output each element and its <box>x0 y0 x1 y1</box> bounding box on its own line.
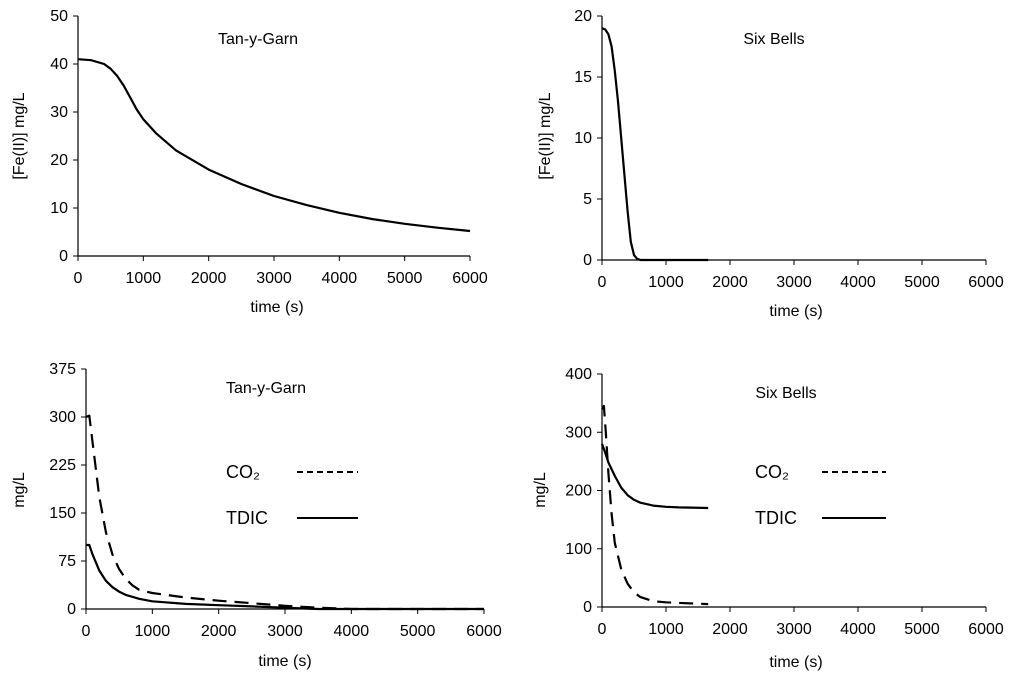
x-tick-label: 6000 <box>452 270 488 287</box>
y-tick-label: 10 <box>50 200 68 217</box>
x-tick-label: 0 <box>598 621 607 638</box>
y-axis-label: mg/L <box>11 472 28 508</box>
x-tick-label: 1000 <box>648 274 684 291</box>
x-tick-label: 2000 <box>201 623 237 640</box>
y-tick-label: 5 <box>583 191 592 208</box>
y-tick-label: 150 <box>49 505 76 522</box>
x-tick-label: 4000 <box>840 274 876 291</box>
x-tick-label: 0 <box>74 270 83 287</box>
y-tick-label: 0 <box>59 248 68 265</box>
y-tick-label: 0 <box>583 599 592 616</box>
x-tick-label: 4000 <box>334 623 370 640</box>
x-axis-label: time (s) <box>258 653 311 670</box>
series-line-tdic <box>600 443 709 510</box>
y-axis-label: [Fe(II)] mg/L <box>11 92 28 179</box>
x-axis-label: time (s) <box>250 299 303 316</box>
y-tick-label: 100 <box>565 541 592 558</box>
panel-six-bells-carbon: Six Bells mg/L time (s) CO₂ TDIC 0 100 200… <box>532 366 1004 671</box>
y-tick-label: 50 <box>50 8 68 25</box>
x-tick-label: 5000 <box>400 623 436 640</box>
series-line-co <box>601 404 709 606</box>
x-tick-label: 5000 <box>387 270 423 287</box>
x-tick-label: 6000 <box>466 623 502 640</box>
x-tick-label: 1000 <box>135 623 171 640</box>
x-tick-label: 2000 <box>712 621 748 638</box>
x-tick-label: 3000 <box>776 621 812 638</box>
x-axis-label: time (s) <box>769 303 822 320</box>
y-tick-label: 20 <box>574 8 592 25</box>
x-tick-label: 0 <box>598 274 607 291</box>
series-line-fe <box>601 27 709 262</box>
chart-title: Six Bells <box>755 385 816 402</box>
x-tick-label: 3000 <box>776 274 812 291</box>
x-tick-label: 6000 <box>968 621 1004 638</box>
x-tick-label: 3000 <box>256 270 292 287</box>
panel-tan-y-garn-carbon: Tan-y-Garn mg/L time (s) CO₂ TDIC 0 75 150… <box>11 361 502 670</box>
x-tick-label: 1000 <box>648 621 684 638</box>
y-tick-label: 0 <box>67 601 76 618</box>
x-tick-label: 2000 <box>191 270 227 287</box>
x-tick-label: 5000 <box>904 274 940 291</box>
chart-title: Tan-y-Garn <box>226 380 306 397</box>
y-tick-label: 10 <box>574 130 592 147</box>
panel-tan-y-garn-fe: Tan-y-Garn [Fe(II)] mg/L time (s) 0 10 20 3… <box>11 8 488 316</box>
x-tick-label: 5000 <box>904 621 940 638</box>
x-tick-label: 6000 <box>968 274 1004 291</box>
y-tick-label: 0 <box>583 252 592 269</box>
series-line-fe <box>77 58 471 233</box>
legend-label-tdic: TDIC <box>226 508 268 528</box>
y-tick-label: 200 <box>565 483 592 500</box>
y-axis-label: mg/L <box>532 472 549 508</box>
x-tick-label: 1000 <box>126 270 162 287</box>
x-tick-label: 3000 <box>267 623 303 640</box>
chart-title: Six Bells <box>743 31 804 48</box>
y-tick-label: 375 <box>49 361 76 378</box>
panel-six-bells-fe: Six Bells [Fe(II)] mg/L time (s) 0 5 10 15 2… <box>537 8 1004 320</box>
series-line-tdic <box>86 543 484 611</box>
legend-label-tdic: TDIC <box>755 508 797 528</box>
x-axis-label: time (s) <box>769 654 822 671</box>
y-tick-label: 40 <box>50 56 68 73</box>
y-tick-label: 300 <box>565 424 592 441</box>
x-tick-label: 2000 <box>712 274 748 291</box>
y-tick-label: 300 <box>49 409 76 426</box>
y-tick-label: 30 <box>50 104 68 121</box>
y-tick-label: 400 <box>565 366 592 383</box>
chart-title: Tan-y-Garn <box>218 31 298 48</box>
legend-label-co2: CO₂ <box>226 462 260 482</box>
y-tick-label: 20 <box>50 152 68 169</box>
y-tick-label: 75 <box>58 553 76 570</box>
x-tick-label: 0 <box>82 623 91 640</box>
legend-label-co2: CO₂ <box>755 462 789 482</box>
x-tick-label: 4000 <box>840 621 876 638</box>
series-line-co <box>85 414 484 611</box>
y-axis-label: [Fe(II)] mg/L <box>537 92 554 179</box>
y-tick-label: 225 <box>49 457 76 474</box>
y-tick-label: 15 <box>574 69 592 86</box>
x-tick-label: 4000 <box>322 270 358 287</box>
